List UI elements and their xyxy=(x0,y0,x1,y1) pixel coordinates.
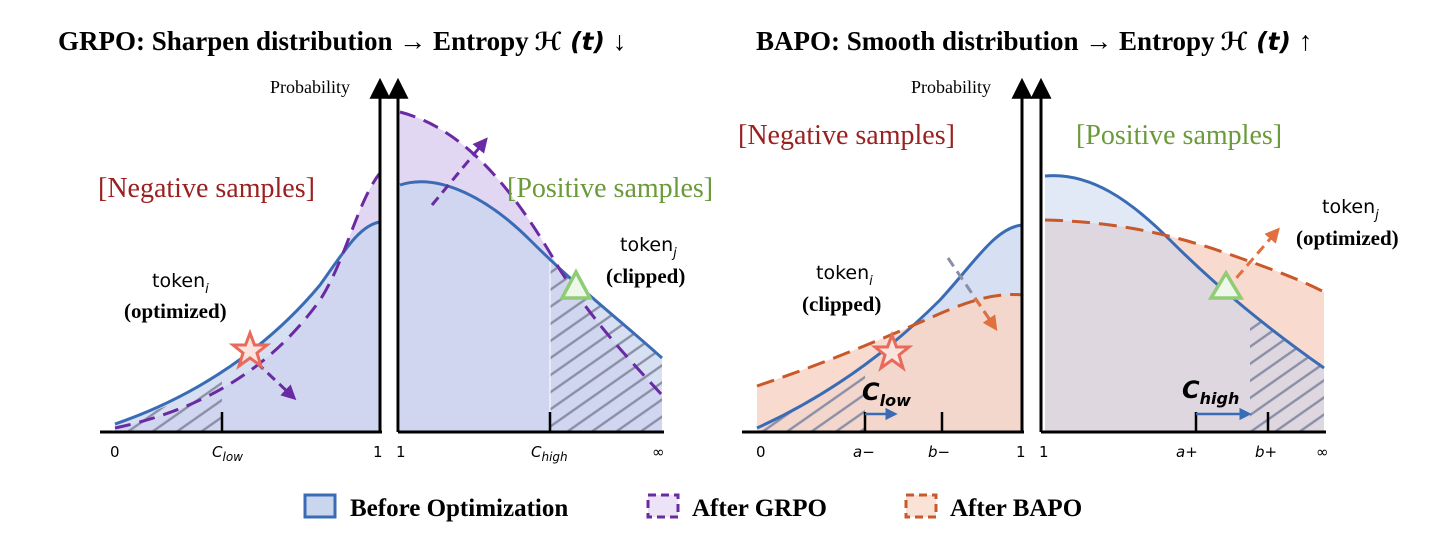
grpo-token-i: tokeni xyxy=(152,270,209,297)
bapo-tick-one-a: 1 xyxy=(1016,443,1026,461)
legend-bapo-label: After BAPO xyxy=(950,495,1082,522)
grpo-negative-after-curve xyxy=(114,172,382,430)
bapo-tick-a-plus: a+ xyxy=(1176,443,1198,461)
bapo-positive-clip-hatch xyxy=(1250,312,1324,432)
grpo-tick-c-high: Chigh xyxy=(531,443,568,464)
title-bapo-text: BAPO: Smooth distribution → Entropy xyxy=(756,26,1215,56)
grpo-token-j: tokenj xyxy=(620,234,677,261)
legend: Before Optimization After GRPO After BAP… xyxy=(303,493,1082,522)
token-j-triangle-icon xyxy=(559,268,593,300)
bapo-y-label: Probability xyxy=(911,77,991,97)
grpo-tick-one-b: 1 xyxy=(396,443,406,461)
grpo-token-i-status: (optimized) xyxy=(124,299,227,323)
grpo-negative-label: [Negative samples] xyxy=(98,173,315,204)
bapo-increase-arrow xyxy=(1224,227,1280,291)
bapo-positive-label: [Positive samples] xyxy=(1076,120,1282,151)
bapo-tick-b-plus: b+ xyxy=(1255,443,1277,461)
grpo-positive-before-curve xyxy=(399,180,664,360)
grpo-negative-clip-hatch xyxy=(115,380,222,432)
bapo-positive-before-curve xyxy=(1044,174,1325,370)
legend-bapo-swatch xyxy=(904,493,938,519)
svg-text:BAPO: Smooth distribution → En: BAPO: Smooth distribution → Entropy ℋ (t)… xyxy=(756,26,1312,56)
bapo-token-i: tokeni xyxy=(816,262,873,289)
legend-grpo-swatch xyxy=(646,493,680,519)
entropy-up-arrow: ↑ xyxy=(1299,26,1313,56)
title-grpo: GRPO: Sharpen distribution → Entropy ℋ (t… xyxy=(58,26,626,56)
entropy-down-arrow: ↓ xyxy=(613,26,627,56)
grpo-tick-one-a: 1 xyxy=(373,443,383,461)
entropy-symbol-bapo: ℋ (t) xyxy=(1221,27,1291,56)
bapo-token-j-status: (optimized) xyxy=(1296,226,1399,250)
bapo-tick-a-minus: a− xyxy=(853,443,875,461)
bapo-panel: Probability [Negative samples] [Positive… xyxy=(738,77,1399,461)
bapo-negative-clip-hatch xyxy=(757,374,865,432)
svg-text:GRPO: Sharpen distribution → E: GRPO: Sharpen distribution → Entropy ℋ (t… xyxy=(58,26,626,56)
bapo-token-j: tokenj xyxy=(1322,196,1379,223)
grpo-tick-inf: ∞ xyxy=(652,443,665,461)
bapo-c-low-label: Clow xyxy=(862,378,911,410)
bapo-tick-inf: ∞ xyxy=(1316,443,1329,461)
bapo-c-high-label: Chigh xyxy=(1182,376,1239,408)
bapo-token-i-star-icon xyxy=(870,330,914,372)
bapo-tick-zero: 0 xyxy=(756,443,766,461)
grpo-tick-c-low: Clow xyxy=(212,443,243,464)
bapo-negative-after-curve xyxy=(756,292,1023,388)
legend-grpo-label: After GRPO xyxy=(692,495,827,522)
legend-before-label: Before Optimization xyxy=(350,495,568,522)
bapo-token-j-triangle-icon xyxy=(1207,269,1245,300)
grpo-token-j-status: (clipped) xyxy=(606,264,685,288)
grpo-positive-after-curve xyxy=(399,110,664,397)
grpo-increase-arrow xyxy=(430,137,488,206)
grpo-y-label: Probability xyxy=(270,77,350,97)
bapo-tick-b-minus: b− xyxy=(928,443,950,461)
legend-before-swatch xyxy=(303,493,337,519)
bapo-positive-after-curve xyxy=(1044,218,1325,294)
grpo-negative-before-curve xyxy=(114,220,381,426)
bapo-negative-before-curve xyxy=(756,223,1023,430)
title-bapo: BAPO: Smooth distribution → Entropy ℋ (t)… xyxy=(756,26,1312,56)
bapo-negative-label: [Negative samples] xyxy=(738,120,955,151)
token-i-star-icon xyxy=(228,328,272,370)
grpo-tick-zero: 0 xyxy=(110,443,120,461)
grpo-panel: Probability [Negative samples] [Positive… xyxy=(98,77,713,464)
entropy-symbol-grpo: ℋ (t) xyxy=(535,27,605,56)
bapo-decrease-arrow xyxy=(973,297,998,331)
grpo-negative-before-fill xyxy=(115,222,380,432)
grpo-positive-label: [Positive samples] xyxy=(507,173,713,204)
bapo-tick-one-b: 1 xyxy=(1039,443,1049,461)
grpo-positive-clip-hatch xyxy=(550,262,662,432)
title-grpo-text: GRPO: Sharpen distribution → Entropy xyxy=(58,26,529,56)
bapo-token-i-status: (clipped) xyxy=(802,292,881,316)
